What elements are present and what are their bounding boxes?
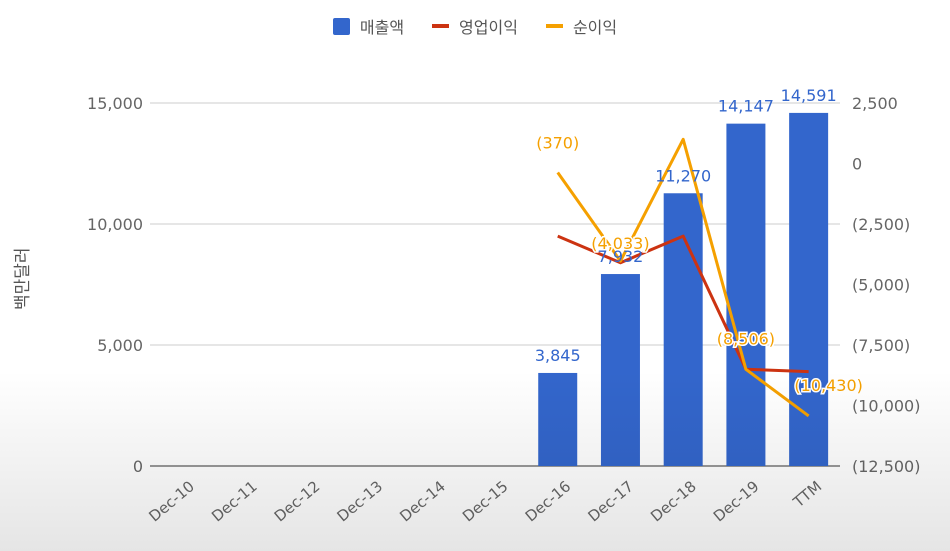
bars xyxy=(538,112,829,467)
x-tick-label: Dec-16 xyxy=(522,477,575,525)
x-tick-label: Dec-19 xyxy=(710,477,763,525)
series-lines xyxy=(556,137,810,418)
y-tick-right: (12,500) xyxy=(852,457,920,476)
legend-item-revenue[interactable]: 매출액 xyxy=(332,14,405,38)
x-tick-label: Dec-15 xyxy=(459,477,512,525)
legend-item-net-income[interactable]: 순이익 xyxy=(545,14,618,38)
net-income-line xyxy=(556,137,810,418)
x-tick-label: Dec-11 xyxy=(208,477,261,525)
y-tick-right: (7,500) xyxy=(852,336,910,355)
grid-lines xyxy=(150,102,840,467)
operating-income-line xyxy=(557,234,809,374)
net-income-label: (370) xyxy=(536,133,579,152)
revenue-bar-label: 3,845 xyxy=(535,346,581,365)
revenue-bar-label: 7,932 xyxy=(598,247,644,266)
y-tick-right: 2,500 xyxy=(852,94,898,113)
legend-item-operating-income[interactable]: 영업이익 xyxy=(432,14,518,38)
revenue-bar xyxy=(726,123,766,466)
legend-label-net-income: 순이익 xyxy=(572,18,618,37)
y-tick-right: (5,000) xyxy=(852,276,910,295)
revenue-bar xyxy=(538,372,578,466)
revenue-bar-label: 14,147 xyxy=(718,97,774,116)
revenue-bar xyxy=(600,274,640,466)
revenue-bar-label: 11,270 xyxy=(655,166,711,185)
x-tick-label: Dec-12 xyxy=(271,477,324,525)
x-tick-label: TTM xyxy=(789,477,825,511)
x-tick-label: Dec-13 xyxy=(334,477,387,525)
legend: 매출액 영업이익 순이익 xyxy=(0,14,950,38)
legend-swatch-revenue xyxy=(332,17,350,35)
net-income-label: (10,430) xyxy=(794,376,862,395)
legend-swatch-net-income xyxy=(545,24,563,28)
y-tick-left: 5,000 xyxy=(97,336,143,355)
revenue-bar xyxy=(663,193,703,467)
y-tick-right: (10,000) xyxy=(852,397,920,416)
data-labels: 3,845 7,932 11,270 14,147 14,591 (370) (4,033)… xyxy=(535,86,865,397)
legend-label-revenue: 매출액 xyxy=(359,18,405,37)
x-tick-label: Dec-17 xyxy=(584,477,637,525)
x-tick-label: Dec-10 xyxy=(145,477,198,525)
y-tick-left: 10,000 xyxy=(87,215,143,234)
net-income-label: (4,033) xyxy=(591,234,649,253)
revenue-bar xyxy=(789,112,829,466)
y-tick-left: 0 xyxy=(133,457,143,476)
legend-swatch-operating-income xyxy=(432,24,450,28)
y-tick-left: 15,000 xyxy=(87,94,143,113)
x-tick-label: Dec-14 xyxy=(396,477,449,525)
y-tick-right: (2,500) xyxy=(852,215,910,234)
y-tick-right: 0 xyxy=(852,155,862,174)
legend-label-operating-income: 영업이익 xyxy=(459,18,518,37)
x-tick-label: Dec-18 xyxy=(647,477,700,525)
revenue-bar-label: 14,591 xyxy=(781,86,837,105)
net-income-label: (8,506) xyxy=(717,329,775,348)
